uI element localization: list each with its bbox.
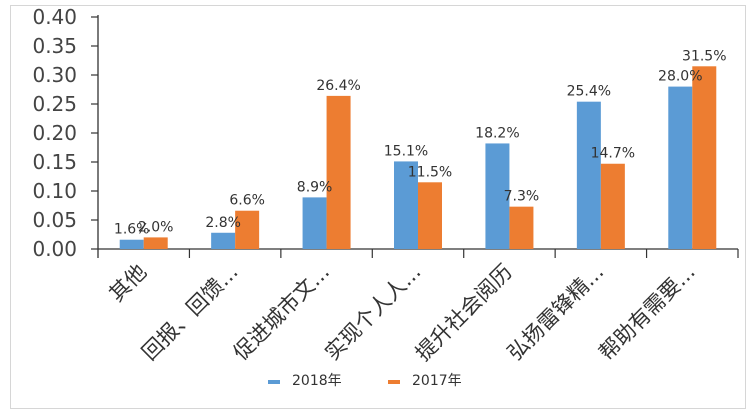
data-label: 1.6% bbox=[114, 222, 150, 238]
bar-2018年-弘扬雷锋精... bbox=[576, 101, 601, 250]
data-label: 11.5% bbox=[408, 164, 452, 180]
y-tick-label: 0.25 bbox=[32, 92, 77, 116]
y-axis-ticks: 0.00 0.05 0.10 0.15 0.20 0.25 0.30 0.35 0.40 bbox=[32, 5, 98, 261]
x-category-label: 弘扬雷锋精... bbox=[503, 260, 608, 365]
y-tick-label: 0.40 bbox=[32, 5, 77, 29]
bar-2018年-促进城市文... bbox=[302, 197, 327, 249]
bar-2017年-实现个人人... bbox=[418, 182, 442, 249]
bar-2018年-实现个人人... bbox=[394, 161, 418, 249]
y-tick-label: 0.00 bbox=[32, 237, 77, 261]
data-label: 6.6% bbox=[229, 193, 265, 209]
legend-swatch-2018年 bbox=[268, 380, 280, 384]
data-label: 25.4% bbox=[567, 84, 611, 100]
bar-2018年-其他 bbox=[119, 239, 144, 249]
data-label: 2.8% bbox=[205, 215, 241, 231]
chart-border bbox=[10, 5, 746, 409]
data-label: 15.1% bbox=[384, 143, 428, 159]
data-label: 18.2% bbox=[475, 125, 519, 141]
x-category-label: 促进城市文... bbox=[229, 260, 334, 365]
y-tick-label: 0.35 bbox=[32, 34, 77, 58]
legend: 2018年 2017年 bbox=[268, 373, 462, 389]
data-label: 2.0% bbox=[138, 219, 174, 235]
bar-2017年-弘扬雷锋精... bbox=[600, 163, 625, 249]
y-tick-label: 0.15 bbox=[32, 150, 77, 174]
data-label: 14.7% bbox=[591, 146, 635, 162]
x-category-label: 提升社会阅历 bbox=[411, 260, 517, 366]
y-tick-label: 0.20 bbox=[32, 121, 77, 145]
data-label: 31.5% bbox=[682, 48, 726, 64]
x-axis-categories: 其他回报、回馈...促进城市文...实现个人人...提升社会阅历弘扬雷锋精...… bbox=[105, 249, 739, 366]
bar-2018年-提升社会阅历 bbox=[485, 143, 510, 249]
y-tick-label: 0.10 bbox=[32, 179, 77, 203]
bar-2017年-帮助有需要... bbox=[692, 66, 717, 249]
x-category-label: 其他 bbox=[105, 260, 152, 307]
legend-label: 2018年 bbox=[292, 373, 342, 389]
data-label: 7.3% bbox=[504, 189, 540, 205]
x-category-label: 帮助有需要... bbox=[594, 260, 699, 365]
data-label: 8.9% bbox=[297, 179, 333, 195]
legend-swatch-2017年 bbox=[388, 380, 400, 384]
data-labels: 1.6% 2.8% 8.9% 15.1% 18.2% 25.4% 28.0% 2.0% 6.6%… bbox=[114, 48, 727, 237]
legend-label: 2017年 bbox=[412, 373, 462, 389]
data-label: 26.4% bbox=[316, 78, 360, 94]
bar-2018年-回报、回馈... bbox=[211, 232, 236, 249]
bar-2017年-回报、回馈... bbox=[235, 210, 260, 249]
y-tick-label: 0.05 bbox=[32, 208, 77, 232]
bar-2017年-提升社会阅历 bbox=[509, 206, 534, 249]
bar-2017年-促进城市文... bbox=[326, 95, 351, 249]
bars bbox=[119, 66, 717, 250]
y-tick-label: 0.30 bbox=[32, 63, 77, 87]
bar-2018年-帮助有需要... bbox=[668, 86, 693, 249]
data-label: 28.0% bbox=[658, 69, 702, 85]
bar-2017年-其他 bbox=[143, 237, 168, 249]
x-category-label: 回报、回馈... bbox=[137, 260, 242, 365]
x-category-label: 实现个人人... bbox=[320, 260, 425, 365]
chart-frame bbox=[10, 5, 746, 409]
